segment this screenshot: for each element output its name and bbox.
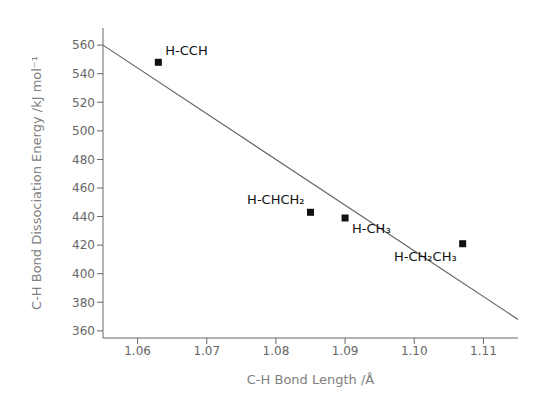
svg-text:500: 500 (72, 124, 95, 138)
svg-text:420: 420 (72, 238, 95, 252)
svg-text:360: 360 (72, 324, 95, 338)
svg-text:560: 560 (72, 38, 95, 52)
svg-text:520: 520 (72, 96, 95, 110)
svg-text:1.09: 1.09 (332, 344, 359, 358)
svg-text:C-H Bond Dissociation Energy /: C-H Bond Dissociation Energy /kJ mol⁻¹ (29, 56, 44, 310)
svg-text:1.06: 1.06 (124, 344, 151, 358)
svg-text:H-CH₃: H-CH₃ (352, 221, 391, 236)
svg-text:400: 400 (72, 267, 95, 281)
svg-text:C-H Bond Length /Å: C-H Bond Length /Å (247, 372, 375, 387)
svg-text:H-CH₂CH₃: H-CH₂CH₃ (394, 249, 457, 264)
svg-text:440: 440 (72, 210, 95, 224)
svg-text:1.11: 1.11 (470, 344, 497, 358)
svg-text:460: 460 (72, 181, 95, 195)
svg-text:H-CCH: H-CCH (165, 43, 207, 58)
svg-text:1.07: 1.07 (193, 344, 220, 358)
svg-text:540: 540 (72, 67, 95, 81)
svg-text:1.08: 1.08 (263, 344, 290, 358)
svg-text:1.10: 1.10 (401, 344, 428, 358)
svg-text:H-CHCH₂: H-CHCH₂ (247, 192, 304, 207)
svg-text:480: 480 (72, 153, 95, 167)
svg-text:380: 380 (72, 296, 95, 310)
